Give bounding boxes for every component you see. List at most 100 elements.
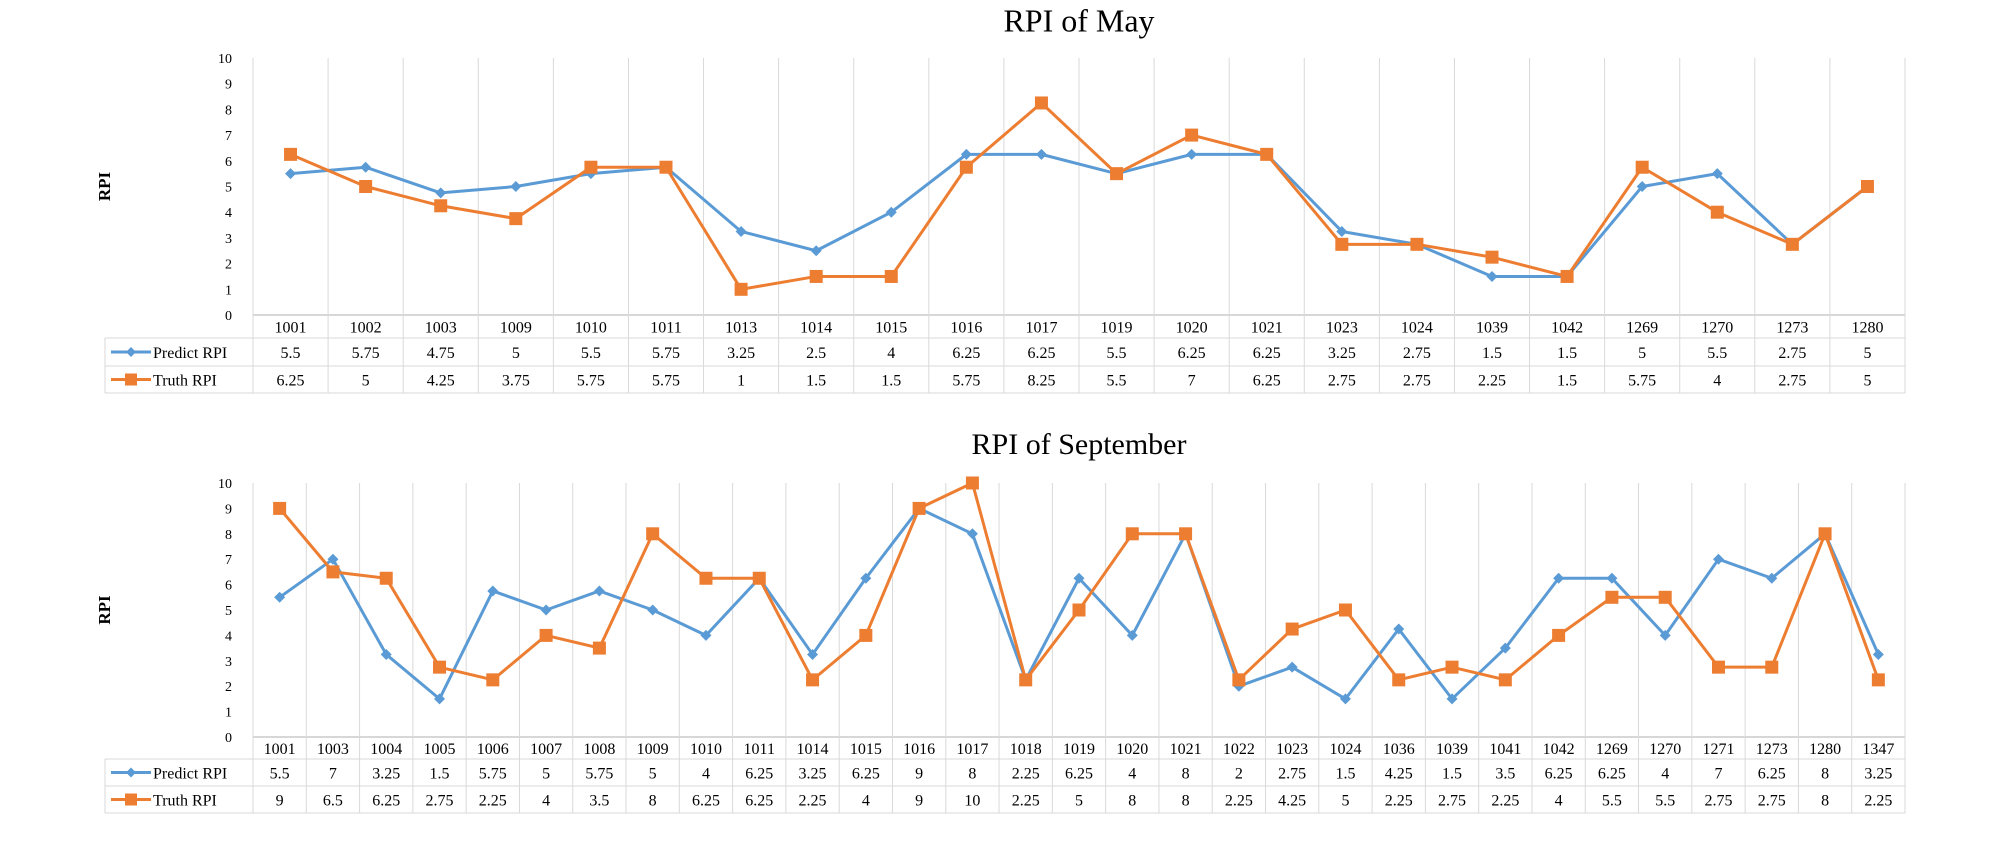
data-point <box>1553 572 1565 584</box>
data-label: 6.25 <box>1253 345 1281 362</box>
data-point <box>1560 269 1574 283</box>
data-point <box>1073 572 1085 584</box>
data-label: 4.25 <box>427 373 455 390</box>
data-point <box>700 629 712 641</box>
x-tick-label: 1017 <box>956 741 988 758</box>
data-point <box>1392 673 1406 687</box>
x-tick-label: 1036 <box>1383 741 1415 758</box>
y-axis-label: RPI <box>95 595 114 625</box>
data-point <box>1110 167 1124 181</box>
data-point <box>380 648 392 660</box>
y-tick-label: 10 <box>218 477 232 492</box>
data-label: 6.25 <box>1598 766 1626 783</box>
x-tick-label: 1005 <box>424 741 456 758</box>
data-label: 7 <box>329 766 337 783</box>
series-line <box>289 101 1869 291</box>
data-label: 6.25 <box>692 793 720 810</box>
x-tick-label: 1010 <box>690 741 722 758</box>
x-tick-label: 1003 <box>425 320 457 337</box>
data-label: 2.75 <box>1403 373 1431 390</box>
data-point <box>1126 629 1138 641</box>
data-point <box>540 604 552 616</box>
data-label: 6.25 <box>1178 345 1206 362</box>
data-label: 6.5 <box>323 793 343 810</box>
data-label: 7 <box>1188 373 1196 390</box>
data-label: 2.25 <box>1012 793 1040 810</box>
data-label: 2.25 <box>1225 793 1253 810</box>
x-tick-label: 1016 <box>903 741 935 758</box>
data-point <box>510 181 522 192</box>
x-tick-label: 1014 <box>797 741 829 758</box>
data-label: 8 <box>1821 793 1829 810</box>
data-label: 5 <box>1863 345 1871 362</box>
y-tick-label: 4 <box>225 206 232 221</box>
x-tick-label: 1019 <box>1063 741 1095 758</box>
data-point <box>885 206 897 218</box>
y-tick-label: 2 <box>225 258 232 273</box>
data-label: 5 <box>1863 373 1871 390</box>
y-tick-label: 9 <box>225 78 232 93</box>
data-point <box>1125 527 1139 541</box>
data-point <box>1185 128 1199 142</box>
legend-label: Predict RPI <box>153 345 227 362</box>
data-label: 2.25 <box>1491 793 1519 810</box>
data-label: 2.75 <box>1778 373 1806 390</box>
y-tick-label: 6 <box>225 155 232 170</box>
data-label: 3.25 <box>727 345 755 362</box>
x-tick-label: 1021 <box>1251 320 1283 337</box>
y-tick-label: 2 <box>225 680 232 695</box>
x-tick-label: 1015 <box>875 320 907 337</box>
data-label: 6.25 <box>277 373 305 390</box>
data-label: 1.5 <box>1482 345 1502 362</box>
data-point <box>1393 623 1405 635</box>
x-tick-label: 1006 <box>477 741 509 758</box>
legend-key-marker <box>125 793 137 806</box>
x-tick-label: 1024 <box>1401 320 1433 337</box>
data-point <box>1552 628 1566 642</box>
data-point <box>1034 96 1048 110</box>
y-tick-label: 0 <box>225 309 232 324</box>
data-point <box>912 501 926 515</box>
x-tick-label: 1001 <box>275 320 307 337</box>
x-tick-label: 1015 <box>850 741 882 758</box>
data-point <box>860 572 872 584</box>
data-point <box>735 225 747 237</box>
data-label: 5.75 <box>952 373 980 390</box>
y-tick-label: 7 <box>225 553 232 568</box>
data-label: 8.25 <box>1027 373 1055 390</box>
x-tick-label: 1020 <box>1176 320 1208 337</box>
data-point <box>1785 237 1799 251</box>
legend-label: Truth RPI <box>153 793 217 810</box>
data-point <box>806 673 820 687</box>
data-point <box>1658 590 1672 604</box>
data-point <box>809 269 823 283</box>
x-tick-label: 1024 <box>1329 741 1361 758</box>
legend-key-marker <box>125 373 137 386</box>
data-label: 2.75 <box>1278 766 1306 783</box>
data-label: 3.25 <box>372 766 400 783</box>
data-point <box>1260 147 1274 161</box>
data-label: 5.75 <box>1628 373 1656 390</box>
x-tick-label: 1021 <box>1170 741 1202 758</box>
x-tick-label: 1004 <box>370 741 402 758</box>
data-point <box>659 160 673 174</box>
data-point <box>1445 660 1459 674</box>
x-tick-label: 1273 <box>1776 320 1808 337</box>
data-label: 8 <box>649 793 657 810</box>
data-point <box>1335 237 1349 251</box>
data-point <box>509 212 523 226</box>
data-label: 5.5 <box>270 766 290 783</box>
data-point <box>360 161 372 173</box>
data-point <box>486 673 500 687</box>
data-point <box>807 648 819 660</box>
legend-label: Predict RPI <box>153 766 227 783</box>
data-label: 1 <box>737 373 745 390</box>
y-tick-label: 7 <box>225 129 232 144</box>
data-label: 5 <box>512 345 520 362</box>
x-tick-label: 1269 <box>1626 320 1658 337</box>
data-label: 5.75 <box>352 345 380 362</box>
data-label: 3.25 <box>1328 345 1356 362</box>
data-point <box>1072 603 1086 617</box>
y-tick-label: 3 <box>225 655 232 670</box>
